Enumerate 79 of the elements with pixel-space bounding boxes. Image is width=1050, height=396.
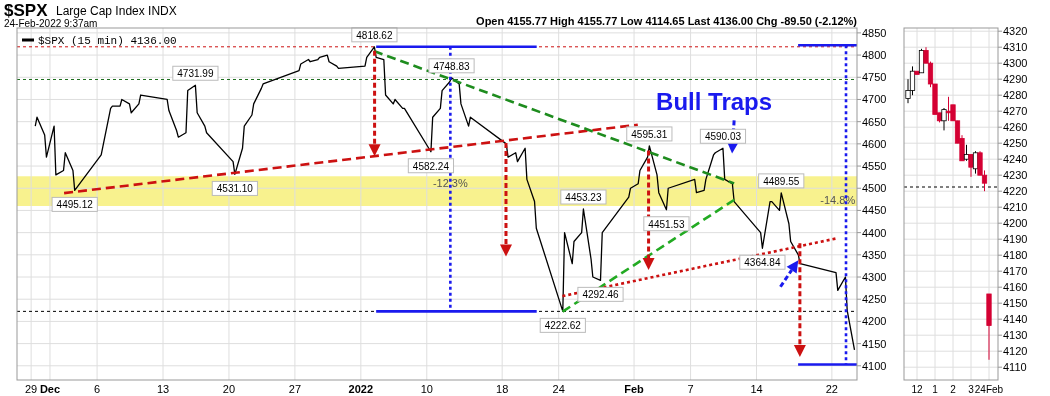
y-tick-label: 4350 bbox=[862, 248, 887, 261]
y-tick-label: 4120 bbox=[1003, 345, 1028, 358]
y-tick-label: 4290 bbox=[1003, 73, 1028, 86]
x-tick-label: Feb bbox=[624, 383, 645, 395]
y-tick-label: 4250 bbox=[1003, 137, 1028, 150]
x-tick-label: 13 bbox=[156, 383, 170, 395]
y-tick-label: 4220 bbox=[1003, 185, 1028, 198]
y-tick-label: 4110 bbox=[1003, 361, 1027, 374]
x-tick-label: 3 bbox=[968, 384, 975, 395]
y-tick-label: 4700 bbox=[862, 93, 887, 106]
x-tick-label: Dec bbox=[39, 383, 61, 395]
x-tick-label: 24Feb bbox=[974, 384, 1004, 395]
y-tick-label: 4140 bbox=[1003, 313, 1028, 326]
y-tick-label: 4850 bbox=[862, 26, 887, 39]
x-tick-label: 2022 bbox=[348, 383, 374, 395]
legend-label: $SPX (15 min) 4136.00 bbox=[38, 35, 177, 47]
annotation: 4489.55 bbox=[763, 175, 800, 187]
y-tick-label: 4300 bbox=[1003, 57, 1028, 70]
y-tick-label: 4260 bbox=[1003, 121, 1028, 134]
y-tick-label: 4300 bbox=[862, 271, 887, 284]
x-tick-label: 14 bbox=[750, 383, 763, 395]
y-tick-label: 4270 bbox=[1003, 105, 1028, 118]
x-tick-label: 12 bbox=[911, 384, 923, 395]
y-tick-label: 4500 bbox=[862, 182, 887, 195]
y-tick-label: 4800 bbox=[862, 49, 887, 62]
y-tick-label: 4320 bbox=[1003, 25, 1028, 38]
annotation: 4590.03 bbox=[704, 131, 742, 143]
y-tick-label: 4210 bbox=[1003, 201, 1028, 214]
annotation: 4748.83 bbox=[433, 60, 471, 72]
y-tick-label: 4200 bbox=[1003, 217, 1028, 230]
y-tick-label: 4230 bbox=[1003, 169, 1028, 182]
y-tick-label: 4450 bbox=[862, 204, 887, 217]
y-tick-label: 4130 bbox=[1003, 329, 1028, 342]
y-tick-label: 4280 bbox=[1003, 89, 1028, 102]
text: Open 4155.77 High 4155.77 Low 4114.65 Last 4136.00 Chg -89.50 (-2.12%) bbox=[476, 15, 858, 27]
y-tick-label: 4550 bbox=[862, 160, 887, 173]
y-tick-label: 4180 bbox=[1003, 249, 1028, 262]
annotation: 4495.12 bbox=[56, 199, 94, 211]
annotation: 24-Feb-2022 9:37am bbox=[4, 18, 98, 29]
y-tick-label: 4600 bbox=[862, 137, 887, 150]
y-tick-label: 4250 bbox=[862, 293, 887, 306]
annotation: 4364.84 bbox=[744, 257, 781, 269]
x-tick-label: 6 bbox=[94, 383, 101, 395]
x-tick-label: 2 bbox=[950, 384, 957, 395]
annotation: Bull Traps bbox=[656, 88, 773, 116]
y-tick-label: 4190 bbox=[1003, 233, 1028, 246]
annotation: 4451.53 bbox=[648, 218, 685, 230]
x-tick-label: 18 bbox=[496, 383, 509, 395]
x-tick-label: 24 bbox=[552, 383, 565, 395]
annotation: 4595.31 bbox=[631, 128, 668, 140]
annotation: 4818.62 bbox=[356, 29, 393, 41]
annotation: -14.8% bbox=[820, 194, 856, 207]
chart-title: $SPX bbox=[4, 1, 49, 20]
annotation: 4582.24 bbox=[412, 160, 450, 172]
annotation: 4292.46 bbox=[582, 289, 619, 301]
x-tick-label: 7 bbox=[687, 383, 694, 395]
x-tick-label: 10 bbox=[420, 383, 433, 395]
y-tick-label: 4240 bbox=[1003, 153, 1028, 166]
annotation: 4222.62 bbox=[544, 320, 582, 332]
x-tick-label: 29 bbox=[25, 383, 38, 395]
y-tick-label: 4150 bbox=[862, 337, 887, 350]
y-tick-label: 4170 bbox=[1003, 265, 1028, 278]
y-tick-label: 4310 bbox=[1003, 41, 1028, 54]
x-tick-label: 1 bbox=[932, 384, 939, 395]
chart-subtitle: Large Cap Index INDX bbox=[56, 4, 177, 18]
annotation: 4531.10 bbox=[216, 183, 254, 195]
annotation: 4453.23 bbox=[565, 192, 602, 203]
y-tick-label: 4100 bbox=[862, 359, 887, 372]
y-tick-label: 4150 bbox=[1003, 297, 1028, 310]
y-tick-label: 4200 bbox=[862, 315, 887, 328]
y-tick-label: 4400 bbox=[862, 226, 887, 239]
annotation: 4731.99 bbox=[177, 68, 214, 80]
annotation: -12.3% bbox=[432, 176, 468, 189]
x-tick-label: 22 bbox=[825, 383, 838, 395]
x-tick-label: 20 bbox=[222, 383, 236, 395]
x-tick-label: 27 bbox=[288, 383, 302, 395]
y-tick-label: 4160 bbox=[1003, 281, 1028, 294]
y-tick-label: 4750 bbox=[862, 71, 887, 84]
y-tick-label: 4650 bbox=[862, 115, 887, 128]
